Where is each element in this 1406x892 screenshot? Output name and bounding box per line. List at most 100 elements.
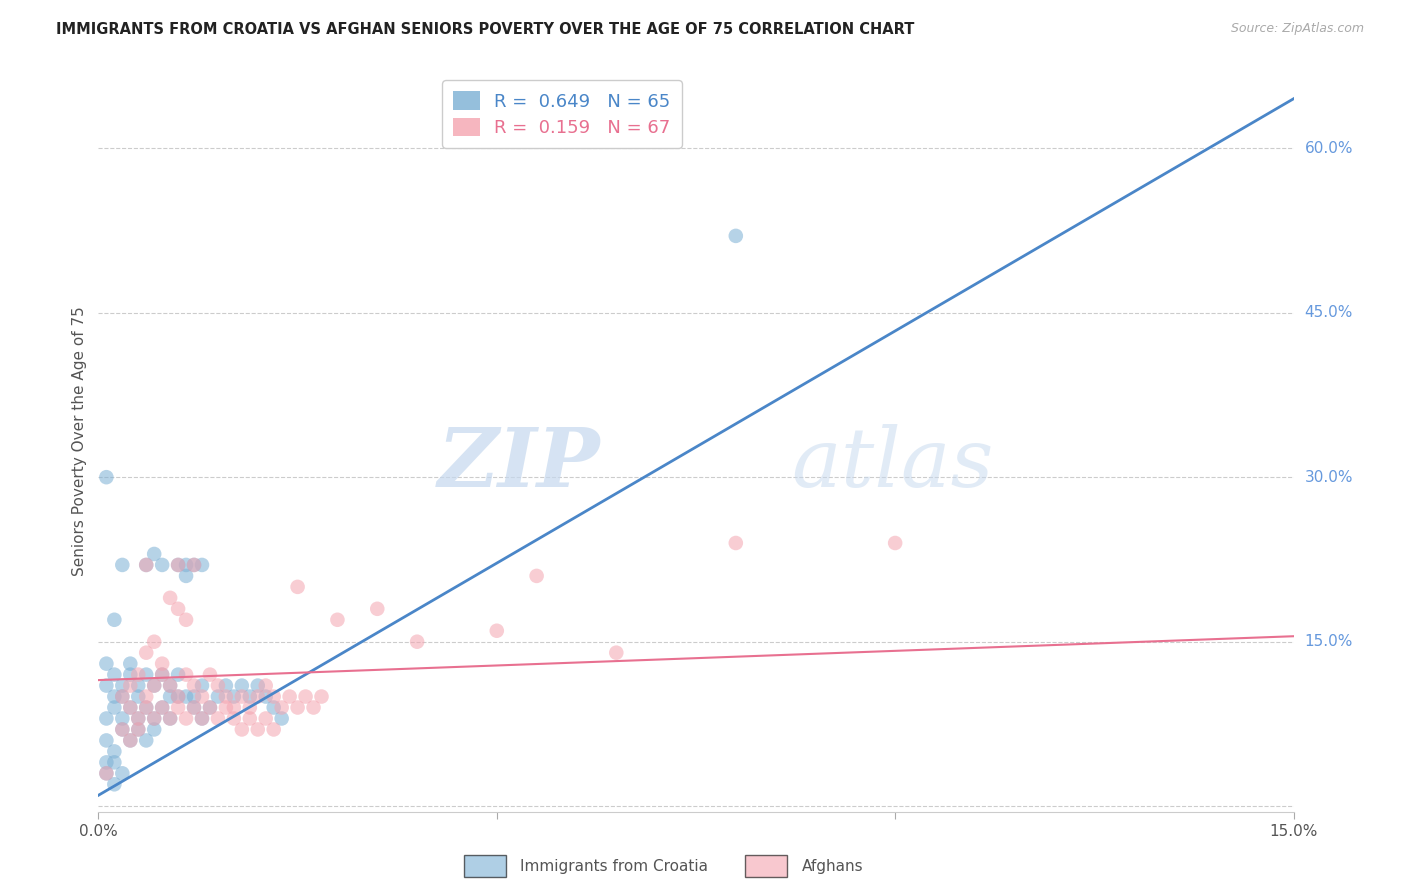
Point: [222, 700, 245, 714]
Point: [135, 690, 157, 704]
Point: [103, 667, 125, 681]
Text: IMMIGRANTS FROM CROATIA VS AFGHAN SENIORS POVERTY OVER THE AGE OF 75 CORRELATION: IMMIGRANTS FROM CROATIA VS AFGHAN SENIOR…: [56, 22, 915, 37]
Point: [222, 711, 245, 725]
Point: [96, 679, 118, 693]
Point: [159, 711, 181, 725]
Point: [135, 700, 157, 714]
Point: [183, 679, 205, 693]
Point: [135, 558, 157, 572]
Point: [724, 228, 747, 243]
Point: [96, 711, 118, 725]
Point: [150, 657, 173, 671]
Text: atlas: atlas: [792, 424, 994, 504]
Point: [143, 711, 166, 725]
Point: [143, 679, 166, 693]
Point: [724, 536, 747, 550]
Point: [143, 711, 166, 725]
Point: [143, 679, 166, 693]
Point: [198, 700, 221, 714]
Y-axis label: Seniors Poverty Over the Age of 75: Seniors Poverty Over the Age of 75: [72, 307, 87, 576]
Point: [222, 690, 245, 704]
Point: [207, 711, 229, 725]
Point: [127, 723, 149, 737]
Point: [191, 679, 214, 693]
Text: ZIP: ZIP: [437, 424, 600, 504]
Point: [135, 667, 157, 681]
Point: [159, 679, 181, 693]
Point: [135, 646, 157, 660]
Point: [127, 723, 149, 737]
Point: [96, 657, 118, 671]
Point: [254, 690, 277, 704]
Point: [239, 700, 262, 714]
Point: [96, 733, 118, 747]
Point: [167, 558, 190, 572]
Point: [270, 711, 292, 725]
Point: [246, 690, 269, 704]
Point: [159, 679, 181, 693]
Text: 45.0%: 45.0%: [1305, 305, 1353, 320]
Point: [127, 711, 149, 725]
Point: [103, 700, 125, 714]
Point: [246, 679, 269, 693]
Point: [120, 700, 142, 714]
Point: [326, 613, 349, 627]
Point: [191, 711, 214, 725]
Point: [231, 723, 253, 737]
Point: [287, 700, 309, 714]
Point: [174, 569, 197, 583]
Point: [174, 667, 197, 681]
Point: [239, 711, 262, 725]
Point: [120, 700, 142, 714]
Text: Immigrants from Croatia: Immigrants from Croatia: [520, 859, 709, 873]
Point: [198, 667, 221, 681]
Point: [96, 766, 118, 780]
Point: [183, 558, 205, 572]
Point: [127, 667, 149, 681]
Point: [103, 744, 125, 758]
Point: [120, 733, 142, 747]
Point: [150, 700, 173, 714]
Point: [167, 700, 190, 714]
Point: [183, 690, 205, 704]
Point: [127, 711, 149, 725]
Point: [143, 723, 166, 737]
Point: [167, 667, 190, 681]
Point: [135, 558, 157, 572]
Point: [120, 679, 142, 693]
Point: [111, 711, 134, 725]
Point: [167, 602, 190, 616]
Point: [111, 690, 134, 704]
Point: [183, 700, 205, 714]
Point: [246, 723, 269, 737]
Point: [270, 700, 292, 714]
Point: [120, 667, 142, 681]
Point: [278, 690, 301, 704]
Point: [150, 700, 173, 714]
Point: [183, 700, 205, 714]
Text: 60.0%: 60.0%: [1305, 141, 1353, 155]
Point: [302, 700, 325, 714]
Point: [159, 591, 181, 605]
Point: [150, 667, 173, 681]
Point: [135, 733, 157, 747]
Point: [254, 711, 277, 725]
Point: [191, 690, 214, 704]
Point: [150, 667, 173, 681]
Point: [159, 690, 181, 704]
Point: [263, 700, 285, 714]
Point: [120, 733, 142, 747]
Text: 30.0%: 30.0%: [1305, 470, 1353, 484]
Point: [605, 646, 627, 660]
Point: [231, 679, 253, 693]
Point: [96, 766, 118, 780]
Point: [143, 634, 166, 648]
Point: [174, 690, 197, 704]
Point: [526, 569, 548, 583]
Point: [143, 547, 166, 561]
Point: [111, 690, 134, 704]
Point: [191, 711, 214, 725]
Point: [103, 613, 125, 627]
Point: [406, 634, 429, 648]
Point: [120, 657, 142, 671]
